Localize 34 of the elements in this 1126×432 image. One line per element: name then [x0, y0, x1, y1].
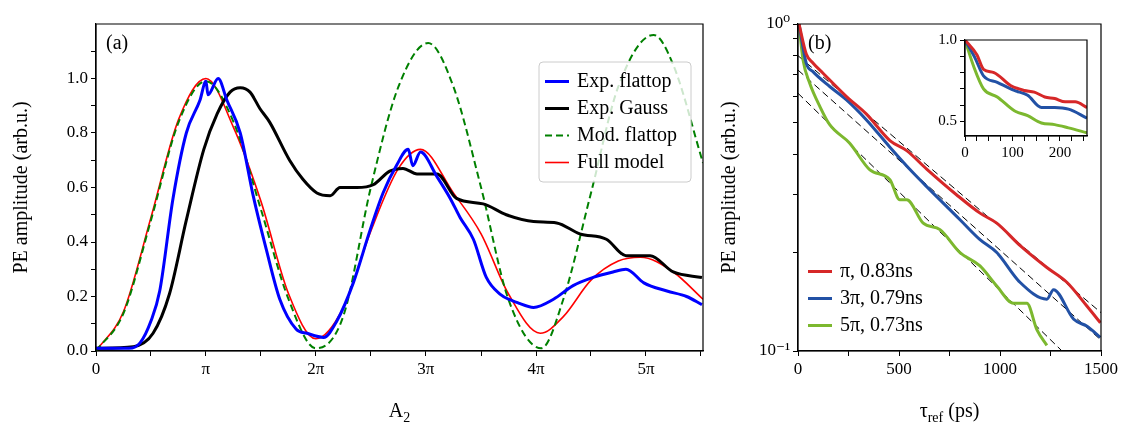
y-tick-label: 0.4	[66, 231, 89, 251]
x-tick-label: 1000	[983, 358, 1017, 378]
y-tick-label: 1.0	[938, 30, 957, 47]
annotation: (a)	[106, 31, 129, 55]
legend-label: Exp. flattop	[577, 68, 672, 92]
legend-label: Mod. flattop	[577, 122, 678, 146]
y-axis-title: PE amplitude (arb.u.)	[9, 101, 33, 274]
legend-label: Exp. Gauss	[577, 95, 669, 119]
x-tick-label: 200	[1048, 143, 1072, 160]
y-tick-label: 10⁻¹	[758, 340, 790, 360]
x-tick-label: 0	[91, 358, 101, 378]
y-tick-label: 0.2	[66, 285, 88, 305]
x-tick-label: 2π	[307, 358, 325, 378]
x-tick-label: 500	[886, 358, 912, 378]
x-tick-label: 0	[961, 143, 969, 160]
x-tick-label: 1500	[1084, 358, 1118, 378]
x-tick-label: 0	[793, 358, 803, 378]
x-tick-label: 4π	[527, 358, 545, 378]
x-tick-label: 5π	[637, 358, 655, 378]
legend-label: 5π, 0.73ns	[840, 312, 924, 335]
y-tick-label: 0.6	[66, 176, 88, 196]
y-axis-title: PE amplitude (arb.u.)	[717, 101, 741, 274]
annotation: (b)	[808, 31, 832, 55]
x-tick-label: π	[201, 358, 211, 378]
y-tick-label: 0.8	[66, 122, 88, 142]
y-tick-label: 1.0	[66, 67, 88, 87]
legend-label: 3π, 0.79ns	[840, 285, 924, 308]
y-tick-label: 10⁰	[766, 13, 791, 33]
x-tick-label: 3π	[417, 358, 435, 378]
legend-label: π, 0.83ns	[840, 258, 914, 281]
y-tick-label: 0.5	[938, 112, 957, 129]
y-tick-label: 0.0	[66, 340, 88, 360]
legend-label: Full model	[577, 149, 665, 172]
x-tick-label: 100	[1001, 143, 1024, 160]
